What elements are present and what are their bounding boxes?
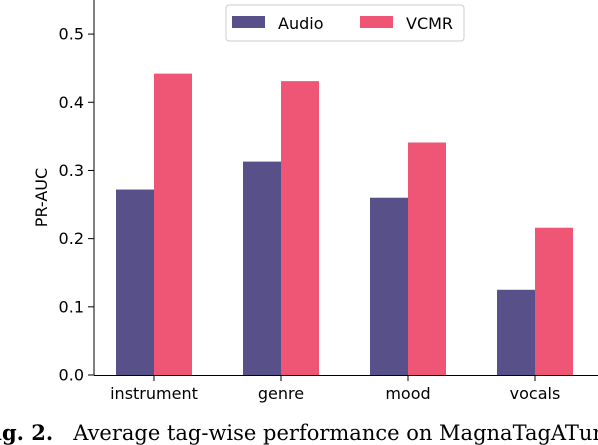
- legend: Audio VCMR: [225, 4, 465, 42]
- y-tick-label: 0.3: [59, 161, 84, 180]
- figure-caption: ig. 2. Average tag-wise performance on M…: [0, 420, 598, 445]
- bar-audio-mood: [370, 197, 408, 375]
- bar-audio-genre: [243, 161, 281, 375]
- caption-text: Average tag-wise performance on MagnaTag…: [73, 421, 598, 445]
- x-ticks-group: instrument genre mood vocals: [110, 375, 561, 403]
- x-tick-label-instrument: instrument: [110, 384, 198, 403]
- legend-label-audio: Audio: [278, 14, 323, 33]
- y-tick-label: 0.0: [59, 366, 84, 385]
- y-ticks-group: 0.0 0.1 0.2 0.3 0.4 0.5: [59, 25, 94, 385]
- legend-label-vcmr: VCMR: [406, 14, 453, 33]
- y-tick-label: 0.2: [59, 229, 84, 248]
- bar-vcmr-mood: [408, 142, 446, 375]
- bar-vcmr-vocals: [535, 227, 573, 375]
- bars-group: [116, 73, 573, 376]
- bar-audio-vocals: [497, 289, 535, 375]
- caption-label: ig. 2.: [0, 420, 54, 445]
- legend-swatch-audio: [232, 16, 265, 28]
- x-tick-label-mood: mood: [385, 384, 430, 403]
- x-tick-label-vocals: vocals: [510, 384, 561, 403]
- bar-vcmr-genre: [281, 81, 319, 376]
- y-tick-label: 0.4: [59, 93, 84, 112]
- bar-chart: 0.0 0.1 0.2 0.3 0.4 0.5 instrument genre mood vo…: [32, 0, 598, 403]
- legend-frame: [225, 4, 465, 42]
- bar-vcmr-instrument: [154, 73, 192, 376]
- bar-audio-instrument: [116, 189, 154, 375]
- y-tick-label: 0.1: [59, 297, 84, 316]
- x-tick-label-genre: genre: [258, 384, 304, 403]
- y-axis-label: PR-AUC: [32, 168, 51, 227]
- legend-swatch-vcmr: [360, 16, 393, 28]
- y-tick-label: 0.5: [59, 25, 84, 44]
